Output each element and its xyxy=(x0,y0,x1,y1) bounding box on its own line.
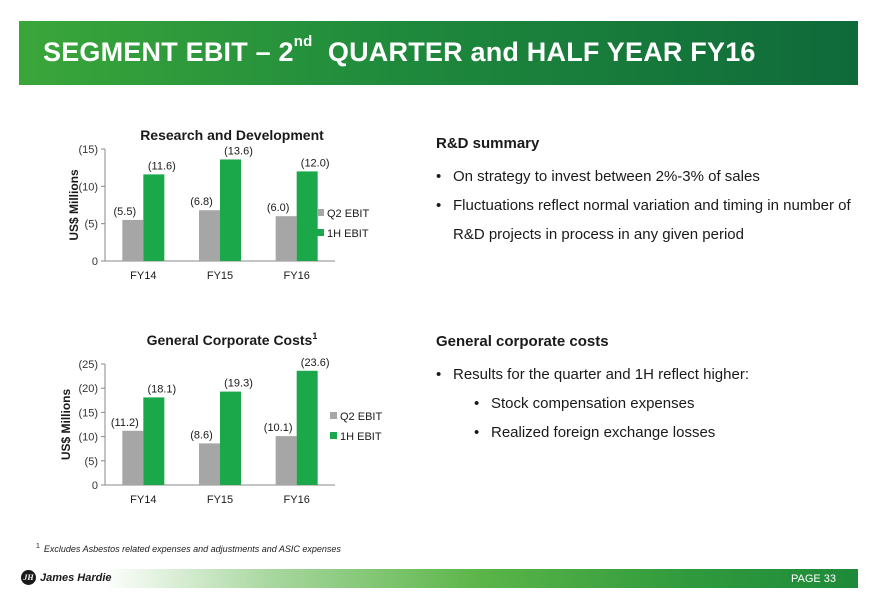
rd-chart-category-label: FY16 xyxy=(284,270,310,282)
corporate-costs-chart-svg: General Corporate Costs1 US$ Millions 0 (5)… xyxy=(59,331,382,506)
rd-chart-ytick-label: (10) xyxy=(78,181,98,193)
title-banner: SEGMENT EBIT – 2nd QUARTER and HALF YEAR… xyxy=(19,21,858,85)
corp-chart-data-label: (23.6) xyxy=(301,357,330,369)
rd-chart-legend-label: 1H EBIT xyxy=(327,228,369,240)
rd-chart-ytick-label: 0 xyxy=(92,256,98,268)
corp-chart-data-label: (11.2) xyxy=(111,417,139,429)
rd-chart-ytick-label: (5) xyxy=(85,219,98,231)
corp-chart-ytick-label: (20) xyxy=(78,383,98,395)
page-title: SEGMENT EBIT – 2nd QUARTER and HALF YEAR… xyxy=(43,33,756,67)
corp-chart-category-label: FY14 xyxy=(130,494,156,506)
corp-chart-legend-label: Q2 EBIT xyxy=(340,411,382,423)
rd-chart-bar-1h-fy14 xyxy=(143,174,165,261)
rd-chart-bar-1h-fy16 xyxy=(296,171,318,261)
corporate-summary-heading: General corporate costs xyxy=(436,333,609,350)
rd-chart-data-label: (6.0) xyxy=(267,202,290,214)
title-superscript: nd xyxy=(293,33,313,50)
rd-chart-bar-1h-fy15 xyxy=(220,159,241,261)
logo-mark-icon: JH xyxy=(21,570,36,585)
corp-chart-bar-1h-fy15 xyxy=(220,391,241,485)
corp-chart-ytick-label: (5) xyxy=(85,456,98,468)
corp-chart-ylabel: US$ Millions xyxy=(59,389,73,461)
corporate-sub-bullet-2: Realized foreign exchange losses xyxy=(436,418,866,447)
rd-chart-category-label: FY15 xyxy=(207,270,233,282)
corporate-sub-bullet-1: Stock compensation expenses xyxy=(436,389,866,418)
corp-chart-ytick-label: 0 xyxy=(92,480,98,492)
company-logo: JH James Hardie xyxy=(21,570,112,585)
corp-chart-data-label: (19.3) xyxy=(224,378,253,390)
corp-chart-data-label: (8.6) xyxy=(190,429,213,441)
rd-chart-data-label: (12.0) xyxy=(301,157,330,169)
company-name: James Hardie xyxy=(40,571,112,584)
rd-chart: Research and Development US$ Millions 0 (5)… xyxy=(60,125,420,285)
corp-chart-category-label: FY15 xyxy=(207,494,233,506)
footnote-marker: 1 xyxy=(36,543,40,550)
rd-chart-category-label: FY14 xyxy=(130,270,156,282)
corp-chart-data-label: (18.1) xyxy=(147,383,176,395)
rd-chart-legend-label: Q2 EBIT xyxy=(327,208,369,220)
corp-chart-legend-swatch xyxy=(330,412,337,419)
corporate-summary: General corporate costs Results for the … xyxy=(436,333,866,447)
rd-chart-data-label: (11.6) xyxy=(148,160,176,172)
corp-chart-ytick-label: (10) xyxy=(78,432,98,444)
corp-chart-title: General Corporate Costs1 xyxy=(147,331,318,348)
rd-chart-data-label: (5.5) xyxy=(114,206,137,218)
corp-chart-bar-q2-fy15 xyxy=(199,443,220,485)
rd-chart-legend-swatch xyxy=(317,209,324,216)
rd-chart-bar-q2-fy14 xyxy=(122,219,144,261)
rd-bullet-1: On strategy to invest between 2%-3% of s… xyxy=(436,162,866,191)
footnote-text: Excludes Asbestos related expenses and a… xyxy=(43,544,341,554)
corp-chart-ytick-label: (15) xyxy=(78,407,98,419)
rd-summary-heading: R&D summary xyxy=(436,135,540,152)
page-number: PAGE 33 xyxy=(791,573,837,585)
corp-chart-bar-q2-fy14 xyxy=(122,430,144,485)
corp-chart-bar-q2-fy16 xyxy=(275,436,297,485)
corp-chart-bar-1h-fy14 xyxy=(143,397,165,485)
rd-bullet-2: Fluctuations reflect normal variation an… xyxy=(436,191,866,249)
rd-chart-svg: Research and Development US$ Millions 0 (5)… xyxy=(67,127,369,282)
rd-chart-bar-q2-fy16 xyxy=(275,216,297,261)
rd-chart-data-label: (13.6) xyxy=(224,145,253,157)
corporate-bullet: Results for the quarter and 1H reflect h… xyxy=(436,360,866,389)
corp-chart-title-footnote: 1 xyxy=(312,331,317,341)
corp-chart-data-label: (10.1) xyxy=(264,422,293,434)
rd-chart-legend-swatch xyxy=(317,229,324,236)
rd-chart-data-label: (6.8) xyxy=(190,196,213,208)
rd-chart-ytick-label: (15) xyxy=(78,144,98,156)
footnote: 1 Excludes Asbestos related expenses and … xyxy=(36,543,341,554)
rd-chart-ylabel: US$ Millions xyxy=(67,169,81,241)
footer-bar xyxy=(19,569,858,588)
corp-chart-legend-label: 1H EBIT xyxy=(340,431,382,443)
corp-chart-category-label: FY16 xyxy=(284,494,310,506)
rd-chart-bar-q2-fy15 xyxy=(199,210,220,261)
corp-chart-ytick-label: (25) xyxy=(78,359,98,371)
rd-summary: R&D summary On strategy to invest betwee… xyxy=(436,135,866,249)
corp-chart-legend-swatch xyxy=(330,432,337,439)
rd-chart-title: Research and Development xyxy=(140,127,324,143)
corp-chart-bar-1h-fy16 xyxy=(296,370,318,485)
corporate-costs-chart: General Corporate Costs1 US$ Millions 0 (5)… xyxy=(59,325,420,510)
